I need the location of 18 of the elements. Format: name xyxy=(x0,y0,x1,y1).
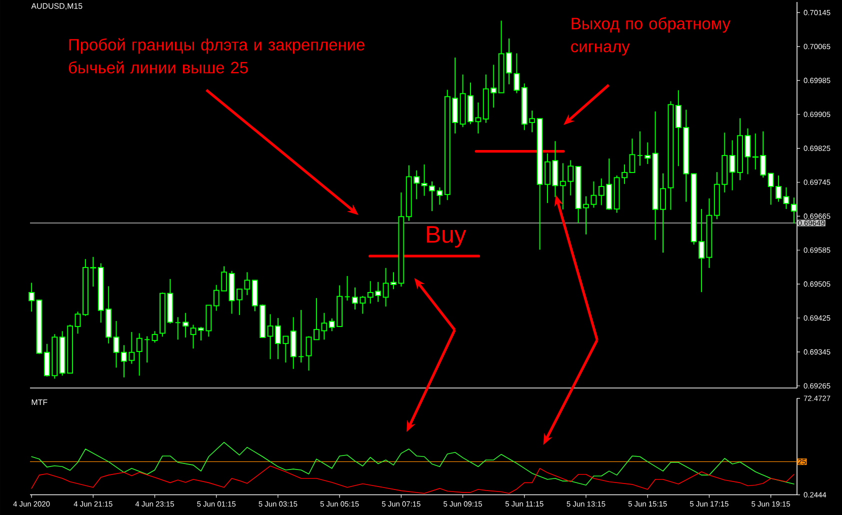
candlestick xyxy=(644,142,651,165)
annotation: Пробой границы флэта и закрепление бычьей линии выше 25 xyxy=(68,38,364,74)
candlestick xyxy=(783,186,790,210)
candlestick xyxy=(267,314,274,360)
line-series xyxy=(31,442,794,486)
candlestick xyxy=(28,282,35,312)
candlestick xyxy=(136,332,142,376)
candlestick xyxy=(182,312,189,338)
annotation: Buy xyxy=(427,226,466,248)
candlestick xyxy=(174,316,181,340)
line-series xyxy=(31,466,794,494)
candlestick xyxy=(113,320,120,368)
candlestick xyxy=(290,316,296,370)
annotation: Выход по обратному сигналу xyxy=(571,17,730,56)
candlestick xyxy=(298,309,304,364)
candlestick xyxy=(706,198,712,268)
candlestick xyxy=(744,128,751,175)
candlestick xyxy=(636,130,643,166)
